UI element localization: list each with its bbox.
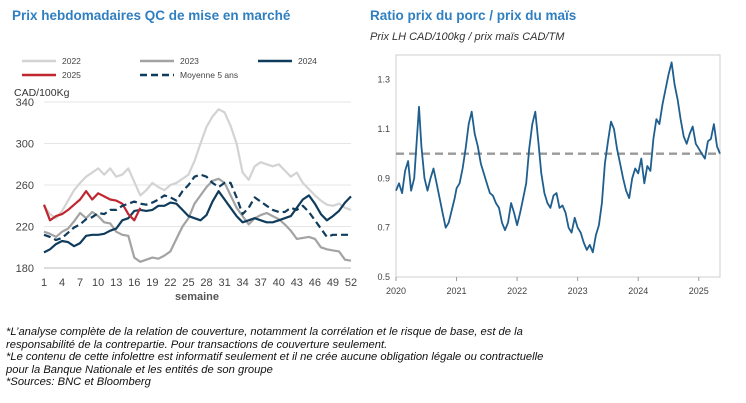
right-y-tick-label: 0.5 [377,272,390,282]
left-x-tick-label: 1 [41,277,47,289]
left-series-line-2024 [43,190,352,254]
left-series-line-moyenne-5-ans [43,173,351,242]
left-y-tick-label: 300 [16,139,34,151]
left-x-tick-label: 28 [200,277,212,289]
left-x-tick-label: 40 [273,277,285,289]
footnote-line: pour la Banque Nationale et les entités … [6,363,273,376]
left-x-tick-label: 10 [92,277,104,289]
left-x-tick-label: 25 [182,277,194,289]
left-chart-title: Prix hebdomadaires QC de mise en marché [12,8,291,23]
charts-canvas: CAD/100Kg semaine 2022 2023 2024 2025 Moyenn… [14,54,721,303]
right-x-tick-label: 2025 [689,286,709,296]
left-x-tick-label: 7 [77,277,83,289]
left-x-tick-label: 4 [59,277,65,289]
left-x-tick-label: 19 [146,277,158,289]
left-x-tick-label: 46 [309,277,321,289]
right-x-tick-label: 2021 [447,286,467,296]
footnote-line: *Sources: BNC et Bloomberg [6,376,151,389]
left-y-tick-label: 260 [16,180,34,192]
right-y-tick-label: 1.1 [377,124,390,134]
left-x-axis-label: semaine [175,291,219,303]
left-x-tick-label: 13 [110,277,122,289]
left-x-tick-label: 49 [327,277,339,289]
right-x-tick-label: 2022 [507,286,527,296]
left-y-tick-label: 180 [16,263,34,275]
left-x-tick-label: 31 [218,277,230,289]
right-chart-subtitle: Prix LH CAD/100kg / prix maïs CAD/TM [370,31,565,43]
footnote-line: *Le contenu de cette infolettre est info… [6,351,544,364]
footnote-line: responsabilité de la contrepartie. Pour … [6,338,388,351]
legend-label: 2025 [62,70,81,80]
right-x-tick-label: 2020 [386,286,406,296]
right-series-line [395,61,721,254]
footnote-line: *L’analyse complète de la relation de co… [6,326,523,338]
left-legend: 2022 2023 2024 2025 Moyenne 5 ans [22,56,317,80]
left-x-tick-label: 22 [164,277,176,289]
legend-label: 2022 [62,56,81,66]
right-x-tick-label: 2024 [628,286,648,296]
footnotes: *L’analyse complète de la relation de co… [6,326,736,389]
left-series [42,108,352,263]
left-axes: 180 220 260 300 340 1 4 7 10 13 16 19 22 25 28 31 34 37 40… [16,97,357,289]
right-plot-area [395,54,721,278]
legend-label: Moyenne 5 ans [180,70,238,80]
left-y-tick-label: 220 [16,222,34,234]
left-series-line-2022 [43,108,352,220]
left-x-tick-label: 37 [255,277,267,289]
left-x-tick-label: 52 [345,277,357,289]
legend-label: 2024 [298,56,317,66]
right-y-tick-label: 0.9 [377,173,390,183]
right-y-tick-label: 1.3 [377,75,390,85]
left-x-tick-label: 43 [291,277,303,289]
right-chart-title: Ratio prix du porc / prix du maïs [370,8,577,23]
right-series [395,61,721,254]
legend-label: 2023 [180,56,199,66]
right-axes: 0.5 0.7 0.9 1.1 1.3 2020 2021 2022 2023 2024 2025 [377,75,708,296]
left-series-line-2025 [42,190,142,222]
right-x-tick-label: 2023 [568,286,588,296]
left-y-axis-label: CAD/100Kg [14,87,70,99]
left-x-tick-label: 16 [128,277,140,289]
right-y-tick-label: 0.7 [377,223,390,233]
left-y-tick-label: 340 [16,97,34,109]
left-x-tick-label: 34 [237,277,249,289]
